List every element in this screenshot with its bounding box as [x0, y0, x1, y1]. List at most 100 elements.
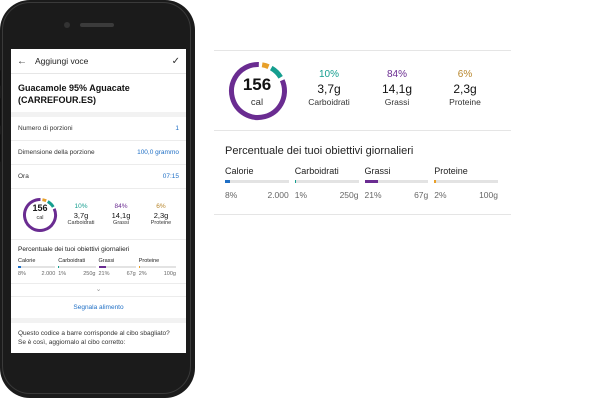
goal-name: Grassi: [98, 258, 115, 264]
goal-name: Proteine: [138, 258, 160, 264]
goal-bar: [294, 180, 359, 183]
phone-volume-up: [0, 98, 1, 126]
time-value[interactable]: 07:15: [162, 173, 179, 180]
check-icon[interactable]: ✓: [171, 55, 180, 67]
goal-bar-fill: [18, 266, 21, 268]
macro-fat-name: Grassi: [113, 220, 129, 226]
app-screen: ← Aggiungi voce ✓ Guacamole 95% Aguacate…: [11, 49, 186, 353]
goal-bar: [18, 266, 56, 268]
calorie-ring: [229, 62, 287, 120]
goal-bar-fill: [434, 180, 436, 183]
goal-bar-fill: [58, 266, 59, 268]
serving-size-row[interactable]: Dimensione della porzione 100,0 grammo: [11, 141, 186, 165]
divider: [214, 130, 511, 131]
macro-carbs-pct: 10%: [318, 69, 339, 80]
goal-target: 2.000: [41, 271, 56, 277]
goal-bar: [98, 266, 136, 268]
goal-target: 67g: [414, 190, 429, 200]
goal-carbs: Carboidrati 1% 250g: [58, 258, 98, 277]
daily-goals: Calorie 8% 2.000 Carboidrati 1% 250g Grass…: [225, 166, 498, 200]
goal-pct: 21%: [364, 190, 382, 200]
expand-row[interactable]: ⌄: [11, 284, 186, 297]
macro-fat: 84% 14,1g Grassi: [357, 68, 437, 108]
goal-pct: 2%: [434, 190, 447, 200]
macro-fat-pct: 84%: [114, 203, 128, 210]
arrow-left-icon[interactable]: ←: [17, 55, 27, 67]
divider: [214, 214, 511, 215]
goal-target: 100g: [163, 271, 176, 277]
goal-fat: Grassi 21% 67g: [364, 166, 429, 200]
goal-bar-fill: [225, 180, 231, 183]
food-name: Guacamole 95% Aguacate (CARREFOUR.ES): [18, 83, 130, 105]
goal-bar: [58, 266, 96, 268]
macro-carbs-pct: 10%: [74, 203, 88, 210]
macro-fat: 84% 14,1g Grassi: [103, 203, 139, 227]
goal-bar: [364, 180, 429, 183]
calorie-ring-segment: [23, 198, 57, 232]
phone-camera: [64, 22, 70, 28]
macros-summary: 156 cal 10% 3,7g Carboidrati 84% 14,1g G…: [11, 189, 186, 240]
phone-bezel: [2, 2, 191, 394]
macro-carbs: 10% 3,7g Carboidrati: [63, 203, 99, 227]
goal-target: 67g: [126, 271, 136, 277]
macro-protein-name: Proteine: [150, 220, 172, 226]
macro-fat-name: Grassi: [384, 97, 410, 107]
macro-fat-grams: 14,1g: [381, 82, 413, 96]
goal-bar-fill: [138, 266, 140, 268]
goal-pct: 2%: [138, 271, 147, 277]
goal-name: Carboidrati: [294, 166, 339, 176]
goal-bar-fill: [364, 180, 378, 183]
goal-target: 100g: [479, 190, 498, 200]
macro-protein-pct: 6%: [156, 203, 166, 210]
daily-goals: Percentuale dei tuoi obiettivi giornalie…: [11, 240, 186, 284]
app-header: ← Aggiungi voce ✓: [11, 49, 186, 74]
time-row[interactable]: Ora 07:15: [11, 165, 186, 189]
macro-protein-grams: 2,3g: [453, 82, 477, 96]
goal-name: Grassi: [364, 166, 391, 176]
phone-mute-switch: [0, 70, 1, 86]
serving-size-label: Dimensione della porzione: [18, 149, 95, 156]
goal-bar: [434, 180, 498, 183]
macro-carbs-grams: 3,7g: [317, 82, 341, 96]
goal-bar: [138, 266, 176, 268]
servings-value[interactable]: 1: [175, 125, 179, 132]
goal-name: Carboidrati: [58, 258, 86, 264]
macro-carbs-name: Carboidrati: [308, 97, 350, 107]
goal-bar-fill: [98, 266, 107, 268]
goal-bar-fill: [294, 180, 297, 183]
goal-target: 250g: [83, 271, 96, 277]
calorie-value: 156: [32, 203, 48, 213]
goal-pct: 1%: [294, 190, 308, 200]
goal-protein: Proteine 2% 100g: [434, 166, 498, 200]
macro-carbs-grams: 3,7g: [73, 211, 89, 220]
time-label: Ora: [18, 173, 29, 180]
calorie-unit: cal: [250, 97, 264, 108]
calorie-unit: cal: [36, 215, 44, 221]
servings-row[interactable]: Numero di porzioni 1: [11, 117, 186, 141]
phone-mockup: ← Aggiungi voce ✓ Guacamole 95% Aguacate…: [0, 0, 195, 398]
calorie-ring-segment: [229, 62, 287, 120]
report-food-button[interactable]: Segnala alimento: [11, 297, 186, 323]
macro-protein: 6% 2,3g Proteine: [143, 203, 179, 227]
goal-carbs: Carboidrati 1% 250g: [294, 166, 359, 200]
page-title: Aggiungi voce: [35, 56, 89, 66]
goal-protein: Proteine 2% 100g: [138, 258, 179, 277]
chevron-down-icon[interactable]: ⌄: [95, 286, 102, 293]
macro-protein-name: Proteine: [449, 97, 481, 107]
divider: [214, 50, 511, 51]
goal-name: Calorie: [225, 166, 254, 176]
goal-pct: 8%: [18, 271, 26, 277]
serving-size-value[interactable]: 100,0 grammo: [137, 149, 179, 156]
phone-speaker: [80, 23, 114, 27]
barcode-question: Questo codice a barre corrisponde al cib…: [18, 330, 170, 346]
macro-protein: 6% 2,3g Proteine: [425, 68, 505, 108]
servings-label: Numero di porzioni: [18, 125, 73, 132]
goal-fat: Grassi 21% 67g: [98, 258, 139, 277]
nutrition-detail-panel: 156 cal 10% 3,7g Carboidrati 84% 14,1g G…: [214, 0, 511, 400]
daily-goals-title: Percentuale dei tuoi obiettivi giornalie…: [225, 145, 414, 157]
goal-name: Calorie: [18, 258, 36, 264]
macro-protein-pct: 6%: [457, 69, 473, 80]
phone-volume-down: [0, 134, 1, 162]
goal-bar: [225, 180, 289, 183]
macro-fat-pct: 84%: [386, 69, 407, 80]
